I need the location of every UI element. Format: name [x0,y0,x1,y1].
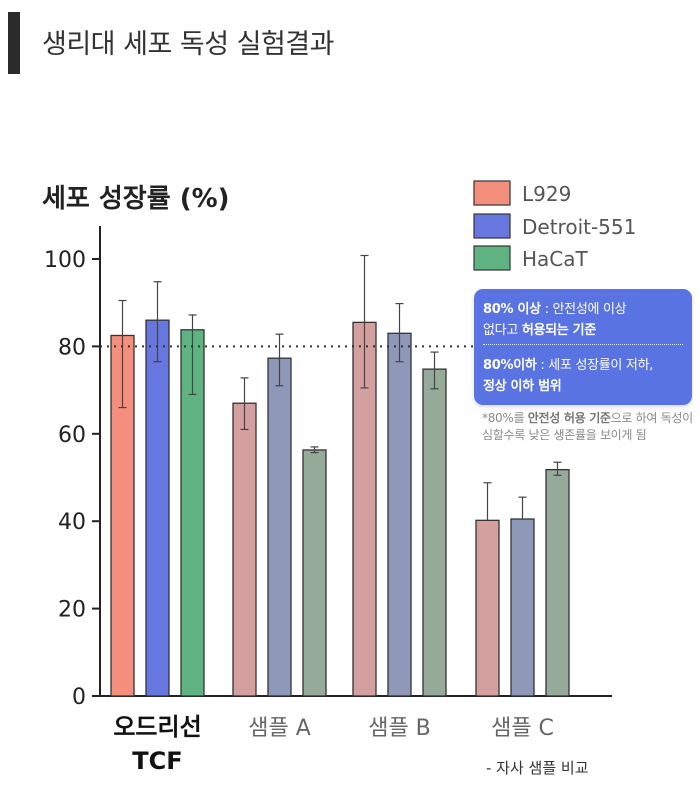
x-tick-label: 샘플 C [491,716,554,741]
y-tick-label: 100 [44,248,86,273]
y-tick-label: 40 [58,510,86,535]
x-tick-label: 샘플 A [248,716,311,741]
note-divider [483,344,683,345]
note-line-4-bold: 정상 이하 범위 [483,379,562,394]
note-line-3: 80%이하 : 세포 성장률이 저하, [483,354,653,373]
y-tick-label: 80 [58,335,86,360]
footnote-prefix: *80%를 [482,411,528,425]
note-line-2-bold: 허용되는 기준 [521,323,596,338]
bar [510,518,535,697]
note-line-1: 80% 이상 : 안전성에 이상 [483,298,627,317]
bar [232,402,257,697]
x-tick-label: 오드리선 TCF [113,713,201,775]
y-tick-label: 60 [58,423,86,448]
bar [422,368,447,697]
legend-label: HaCaT [522,247,589,271]
page-title: 생리대 세포 독성 실험결과 [42,29,335,60]
footnote-bold: 안전성 허용 기준 [527,411,611,425]
bar [545,468,570,697]
note-line-3-bold: 80%이하 [483,358,537,373]
bar [267,357,292,697]
x-tick-label: 샘플 B [368,716,431,741]
title-accent-bar [8,12,20,74]
legend-label: Detroit-551 [522,215,636,239]
legend-swatch [473,180,511,206]
note-line-1-bold: 80% 이상 [483,302,541,317]
note-line-3-text: : 세포 성장률이 저하, [536,358,654,373]
y-tick-label: 0 [72,685,86,710]
footnote-suffix: 으로 하여 독성이 심할수록 낮은 생존률을 보이게 됨 [482,411,693,442]
legend-label: L929 [522,182,571,206]
note-line-1-text: : 안전성에 이상 [540,302,627,317]
legend-swatch [473,213,511,239]
y-tick-label: 20 [58,598,86,623]
threshold-footnote: *80%를 안전성 허용 기준으로 하여 독성이 심할수록 낮은 생존률을 보이… [482,410,694,444]
legend-swatch [473,245,511,271]
note-line-2: 없다고 허용되는 기준 [483,319,596,338]
bar [145,319,170,697]
bar [387,332,412,697]
bar [475,519,500,697]
note-line-2-text: 없다고 [483,323,522,338]
chart-title: 세포 성장률 (%) [42,184,230,214]
bar [302,449,327,697]
threshold-note-box: 80% 이상 : 안전성에 이상 없다고 허용되는 기준 80%이하 : 세포 … [474,289,692,405]
comparison-note: - 자사 샘플 비교 [486,759,589,777]
note-line-4: 정상 이하 범위 [483,375,562,394]
